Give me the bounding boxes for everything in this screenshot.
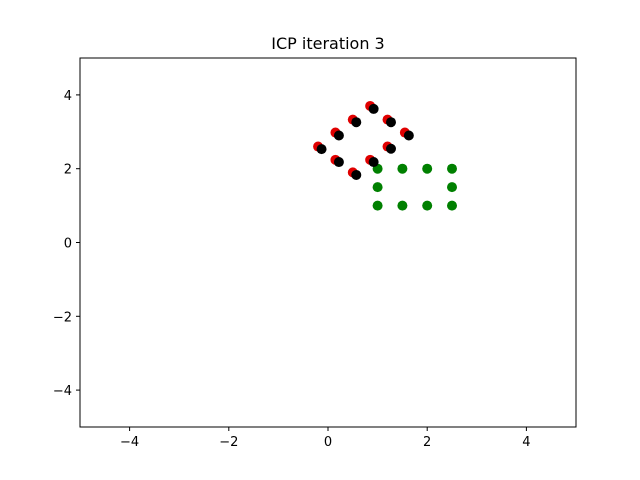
scatter-point-series-1 bbox=[447, 200, 457, 211]
scatter-point-series-1 bbox=[422, 163, 433, 174]
plot-area bbox=[80, 58, 576, 427]
y-axis: −4 −2 0 2 4 bbox=[53, 89, 80, 399]
scatter-point-series-1 bbox=[422, 200, 433, 211]
x-tick-label: 4 bbox=[522, 435, 530, 450]
scatter-point-series-3 bbox=[316, 144, 327, 155]
x-tick-label: 2 bbox=[423, 435, 431, 450]
scatter-point-series-3 bbox=[385, 117, 396, 128]
plot-frame bbox=[79, 57, 577, 428]
x-axis: −4 −2 0 2 4 bbox=[120, 427, 531, 450]
scatter-point-series-3 bbox=[333, 130, 344, 141]
x-tick-label: 0 bbox=[324, 435, 332, 450]
scatter-point-series-3 bbox=[351, 117, 362, 128]
scatter-point-series-3 bbox=[368, 103, 379, 114]
scatter-point-series-1 bbox=[447, 182, 457, 193]
scatter-point-series-1 bbox=[397, 200, 408, 211]
y-tick-label: 0 bbox=[64, 237, 72, 252]
x-tick-label: −2 bbox=[219, 435, 238, 450]
scatter-points bbox=[313, 100, 457, 211]
scatter-point-series-1 bbox=[372, 200, 383, 211]
y-tick-label: −2 bbox=[53, 310, 72, 325]
scatter-point-series-1 bbox=[447, 163, 457, 174]
scatter-point-series-3 bbox=[351, 169, 362, 180]
scatter-point-series-3 bbox=[368, 157, 379, 168]
y-tick-label: −4 bbox=[53, 384, 72, 399]
y-tick-label: 2 bbox=[64, 163, 72, 178]
scatter-point-series-3 bbox=[333, 157, 344, 168]
scatter-point-series-3 bbox=[385, 143, 396, 154]
scatter-point-series-1 bbox=[397, 163, 408, 174]
y-tick-label: 4 bbox=[64, 89, 72, 104]
x-tick-label: −4 bbox=[120, 435, 139, 450]
scatter-point-series-1 bbox=[372, 182, 383, 193]
scatter-point-series-3 bbox=[403, 130, 414, 141]
chart-title: ICP iteration 3 bbox=[271, 34, 384, 53]
